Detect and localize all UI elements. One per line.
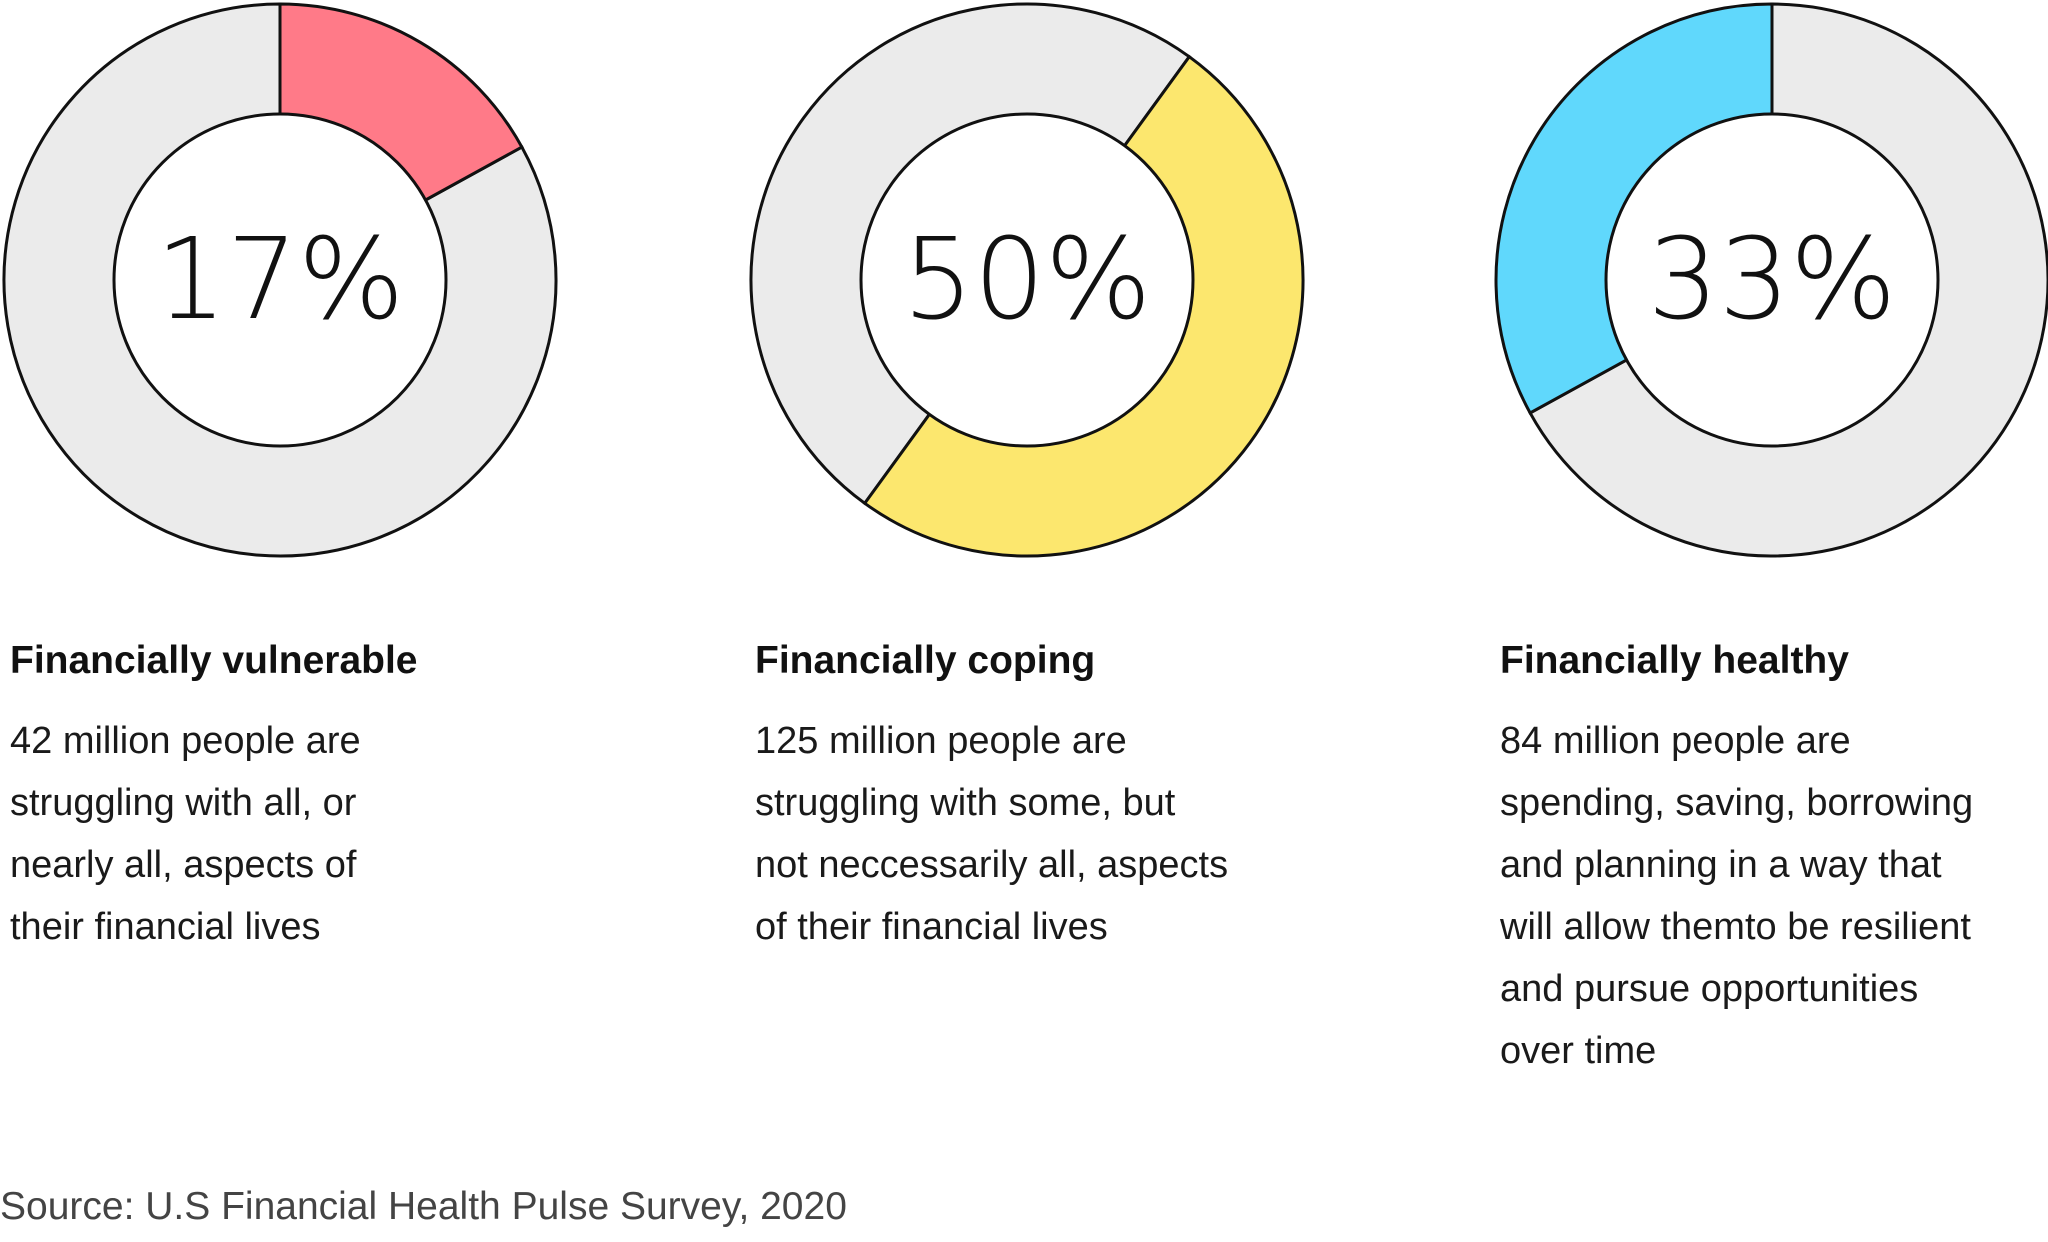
description-line: their financial lives	[10, 906, 321, 948]
description-line: nearly all, aspects of	[10, 844, 357, 886]
description-line: 125 million people are	[755, 720, 1127, 762]
description-line: 42 million people are	[10, 720, 361, 762]
description-line: 84 million people are	[1500, 720, 1851, 762]
panel-title: Financially healthy	[1500, 639, 1849, 682]
description-line: not neccessarily all, aspects	[755, 844, 1229, 886]
description-line: over time	[1500, 1030, 1657, 1072]
donut-hole	[112, 112, 448, 448]
description-line: struggling with all, or	[10, 782, 357, 824]
description-line: and planning in a way that	[1500, 844, 1942, 886]
description-line: spending, saving, borrowing	[1500, 782, 1974, 824]
description-line: will allow themto be resilient	[1500, 906, 1971, 948]
donut-chart-coping: 50%	[747, 0, 1307, 560]
panel-title: Financially vulnerable	[10, 639, 418, 682]
panel-description: 125 million people are struggling with s…	[755, 710, 1455, 958]
description-line: of their financial lives	[755, 906, 1108, 948]
description-line: struggling with some, but	[755, 782, 1176, 824]
center-percentage-label: 17%	[156, 215, 405, 345]
donut-hole	[1604, 112, 1940, 448]
panel-financially-coping: 50% Financially coping 125 million peopl…	[745, 0, 1490, 1242]
donut-hole	[859, 112, 1195, 448]
panel-description: 84 million people are spending, saving, …	[1500, 710, 2048, 1082]
panel-financially-healthy: 33% Financially healthy 84 million peopl…	[1490, 0, 2048, 1242]
description-line: and pursue opportunities	[1500, 968, 1919, 1010]
donut-chart-healthy: 33%	[1492, 0, 2048, 560]
panel-financially-vulnerable: 17% Financially vulnerable 42 million pe…	[0, 0, 745, 1242]
donut-remainder-slice	[2, 2, 558, 558]
donut-chart-vulnerable: 17%	[0, 0, 560, 560]
center-percentage-label: 50%	[903, 215, 1152, 345]
panel-description: 42 million people are struggling with al…	[10, 710, 710, 958]
panel-title: Financially coping	[755, 639, 1096, 682]
center-percentage-label: 33%	[1648, 215, 1897, 345]
source-note: Source: U.S Financial Health Pulse Surve…	[0, 1185, 847, 1228]
